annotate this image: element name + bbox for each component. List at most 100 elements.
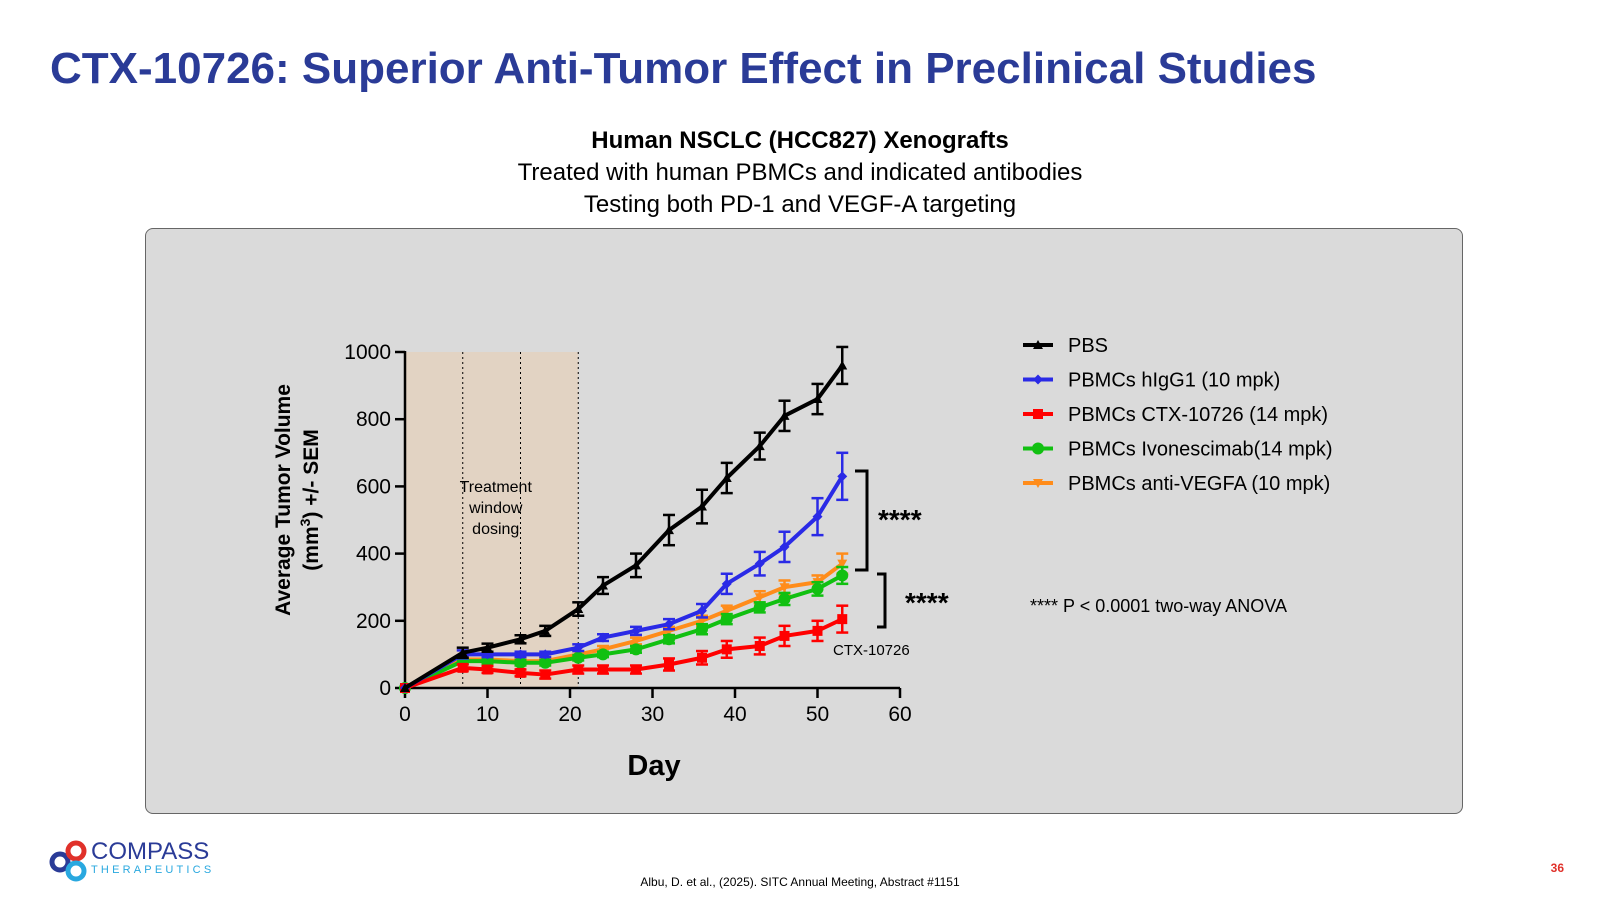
chart-panel [145, 228, 1463, 814]
legend-item-4: PBMCs anti-VEGFA (10 mpk) [1023, 473, 1330, 495]
data-point [539, 656, 552, 669]
data-point [721, 578, 732, 589]
data-point [779, 541, 790, 552]
legend-item-3: PBMCs Ivonescimab(14 mpk) [1023, 439, 1333, 461]
data-point [812, 511, 823, 522]
significance-stars-2: **** [905, 587, 949, 618]
reference-citation: Albu, D. et al., (2025). SITC Annual Mee… [640, 875, 960, 889]
data-point [812, 394, 823, 404]
legend-item-1: PBMCs hIgG1 (10 mpk) [1023, 370, 1280, 392]
legend-label: PBMCs CTX-10726 (14 mpk) [1068, 404, 1328, 426]
compass-logo: COMPASS THERAPEUTICS [48, 838, 218, 882]
data-point [573, 604, 584, 614]
data-point [457, 647, 468, 657]
anova-note: **** P < 0.0001 two-way ANOVA [1030, 596, 1287, 616]
data-point [573, 664, 584, 675]
x-tick-label: 40 [723, 703, 746, 726]
slide-title: CTX-10726: Superior Anti-Tumor Effect in… [50, 44, 1317, 93]
logo-word-therapeutics: THERAPEUTICS [91, 864, 215, 876]
data-point [754, 558, 765, 569]
data-point [696, 623, 708, 636]
data-point [697, 605, 707, 616]
data-point [779, 583, 790, 593]
data-point [631, 560, 641, 570]
data-point [631, 625, 641, 636]
data-point [515, 667, 526, 678]
data-point [697, 652, 707, 663]
data-point [754, 641, 765, 651]
data-point [400, 683, 410, 692]
data-point [837, 471, 848, 482]
data-point [1033, 409, 1043, 419]
legend-label: PBMCs Ivonescimab(14 mpk) [1068, 439, 1333, 461]
x-tick-label: 20 [558, 703, 581, 726]
data-point [540, 625, 551, 635]
data-point [631, 636, 641, 646]
x-axis-label: Day [627, 750, 680, 782]
data-point [779, 410, 790, 420]
series-0 [400, 345, 849, 692]
y-tick-label: 600 [356, 475, 391, 498]
data-point [572, 651, 585, 664]
x-tick-label: 60 [888, 703, 911, 726]
data-point [811, 582, 824, 595]
series-3 [399, 565, 849, 694]
data-point [515, 634, 526, 644]
data-point [1033, 479, 1043, 488]
data-point [837, 559, 848, 569]
x-tick-label: 30 [641, 703, 664, 726]
data-point [754, 593, 765, 603]
subtitle-line-2: Treated with human PBMCs and indicated a… [517, 159, 1083, 186]
subtitle-line-3: Testing both PD-1 and VEGF-A targeting [583, 191, 1017, 218]
treatment-window-band [405, 352, 579, 688]
data-point [837, 614, 848, 625]
legend-label: PBMCs hIgG1 (10 mpk) [1068, 370, 1280, 392]
data-point [1032, 442, 1044, 455]
treatment-window-label: dosing [472, 521, 519, 538]
subtitle-bold: Human NSCLC (HCC827) Xenografts [591, 127, 1009, 154]
data-point [754, 441, 765, 451]
y-tick-label: 0 [379, 677, 391, 700]
y-axis-label-line2: (mm3) +/- SEM [297, 429, 323, 570]
data-point [597, 648, 609, 661]
y-tick-label: 400 [356, 543, 391, 566]
compass-logo-icon [49, 840, 87, 882]
data-point [540, 649, 551, 660]
y-tick-label: 200 [356, 610, 391, 633]
data-point [598, 664, 608, 675]
ctx-10726-label: CTX-10726 [833, 642, 910, 659]
legend-label: PBS [1068, 335, 1108, 357]
legend-item-0: PBS [1023, 335, 1108, 357]
data-point [482, 642, 493, 652]
legend-item-2: PBMCs CTX-10726 (14 mpk) [1023, 404, 1328, 426]
data-point [664, 619, 674, 630]
data-point [664, 525, 674, 535]
data-point [1033, 340, 1043, 349]
significance-bracket-1 [855, 469, 869, 572]
data-point [663, 633, 675, 646]
data-point [598, 580, 608, 590]
significance-bracket-2 [877, 572, 887, 629]
data-point [697, 616, 707, 626]
chart-subtitle-block: Human NSCLC (HCC827) Xenografts Treated … [0, 125, 1600, 221]
data-point [753, 601, 766, 614]
data-point [664, 659, 674, 670]
data-point [573, 642, 584, 653]
data-point [721, 644, 732, 655]
data-point [630, 643, 642, 656]
data-point [457, 662, 468, 673]
data-point [540, 669, 551, 680]
data-point [515, 649, 526, 660]
logo-word-compass: COMPASS [91, 838, 210, 865]
y-axis-label-line1: Average Tumor Volume [272, 384, 295, 616]
data-point [812, 625, 823, 636]
data-point [779, 630, 790, 641]
x-tick-label: 50 [806, 703, 829, 726]
y-tick-label: 800 [356, 408, 391, 431]
series-2 [400, 604, 849, 693]
significance-stars-1: **** [878, 504, 922, 535]
data-point [720, 613, 733, 626]
legend-label: PBMCs anti-VEGFA (10 mpk) [1068, 473, 1330, 495]
data-point [721, 473, 732, 482]
